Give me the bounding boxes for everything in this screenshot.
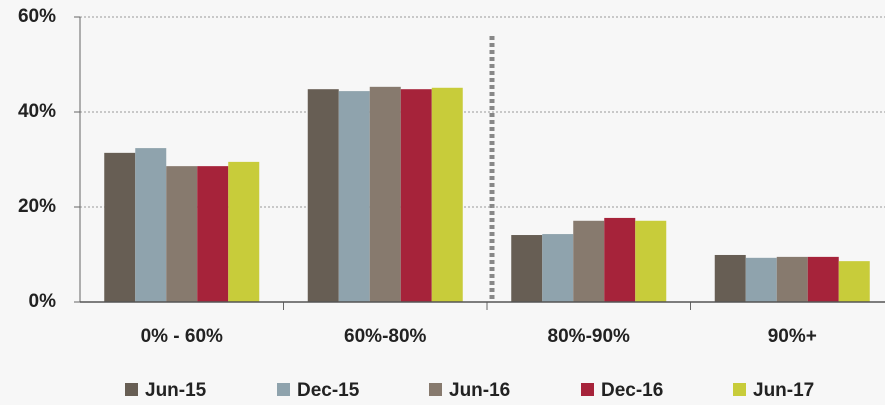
y-tick-label: 0% [29, 291, 57, 312]
legend-label: Jun-16 [449, 380, 510, 401]
bar [104, 152, 136, 302]
x-tick-label: 60%-80% [344, 326, 426, 347]
legend-swatch [125, 383, 138, 396]
legend-swatch [277, 383, 290, 396]
x-tick-label: 90%+ [768, 326, 817, 347]
bar [197, 166, 229, 302]
bar [166, 166, 198, 302]
bar [338, 91, 370, 302]
y-tick-label: 60% [18, 6, 56, 27]
bar [714, 254, 746, 302]
bar [135, 148, 167, 302]
x-tick-label: 0% - 60% [141, 326, 223, 347]
legend-label: Jun-15 [145, 380, 207, 401]
bar [807, 256, 839, 302]
bar [573, 220, 605, 302]
legend-swatch [733, 383, 746, 396]
bar [745, 257, 777, 302]
y-tick-label: 40% [18, 101, 56, 122]
bar [369, 86, 401, 302]
legend-swatch [429, 383, 442, 396]
bar [307, 89, 339, 302]
bar [604, 217, 636, 302]
bar [838, 261, 870, 302]
legend-swatch [581, 383, 594, 396]
legend-label: Jun-17 [753, 380, 814, 401]
y-tick-label: 20% [18, 196, 56, 217]
legend-label: Dec-16 [601, 380, 663, 401]
x-tick-label: 80%-90% [548, 326, 630, 347]
legend-label: Dec-15 [297, 380, 360, 401]
bar [542, 234, 574, 302]
bar [776, 256, 808, 302]
bar [228, 161, 260, 302]
bar [400, 89, 432, 302]
bar [511, 235, 543, 302]
bar [635, 220, 667, 302]
bar [431, 87, 463, 303]
